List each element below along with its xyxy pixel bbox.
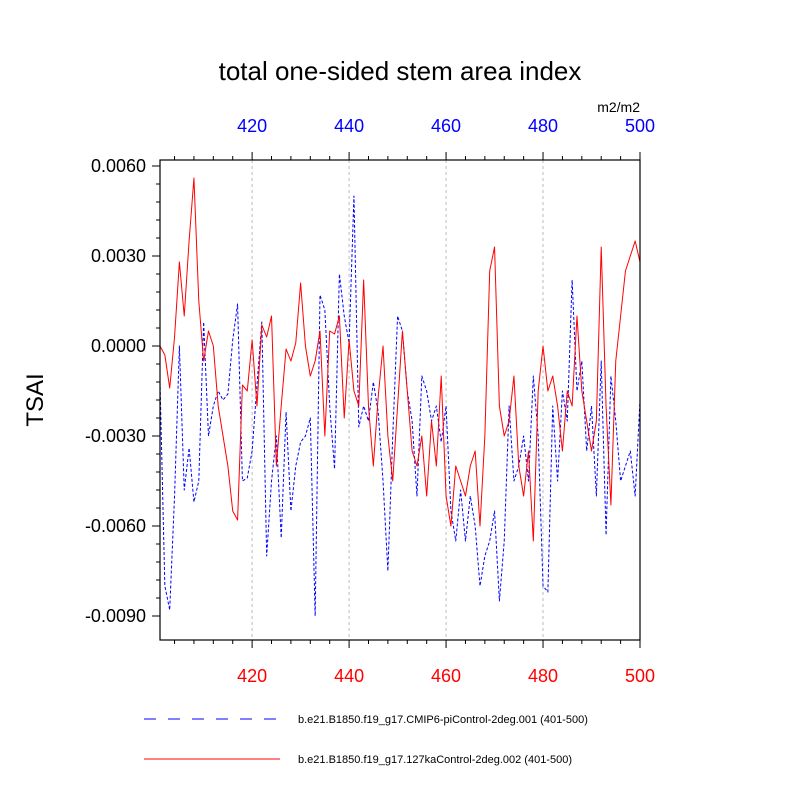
x-top-tick-label: 420 <box>237 116 267 136</box>
y-tick-label: -0.0090 <box>85 606 146 626</box>
y-tick-label: 0.0000 <box>91 336 146 356</box>
x-bottom-tick-label: 420 <box>237 666 267 686</box>
series-group <box>159 177 641 617</box>
x-bottom-tick-label: 480 <box>528 666 558 686</box>
x-bottom-tick-label: 460 <box>431 666 461 686</box>
y-tick-label: 0.0030 <box>91 246 146 266</box>
y-tick-label: 0.0060 <box>91 156 146 176</box>
y-axis-label: TSAI <box>22 373 49 426</box>
x-bottom-tick-label: 440 <box>334 666 364 686</box>
x-top-tick-label: 480 <box>528 116 558 136</box>
series-line-1 <box>159 195 641 617</box>
units-label: m2/m2 <box>597 99 640 115</box>
legend-label-2: b.e21.B1850.f19_g17.127kaControl-2deg.00… <box>298 754 572 766</box>
axis-ticks <box>152 152 641 648</box>
plot-frame <box>159 159 641 641</box>
y-tick-label: -0.0060 <box>85 516 146 536</box>
tick-labels: -0.0090 -0.0060 -0.0030 0.0000 0.0030 0.0060 4… <box>85 116 655 686</box>
series-line-2 <box>159 177 641 542</box>
chart-title: total one-sided stem area index <box>219 56 582 86</box>
grid-lines <box>251 160 544 640</box>
y-tick-label: -0.0030 <box>85 426 146 446</box>
legend: b.e21.B1850.f19_g17.CMIP6-piControl-2deg… <box>144 714 588 766</box>
x-top-tick-label: 500 <box>625 116 655 136</box>
legend-label-1: b.e21.B1850.f19_g17.CMIP6-piControl-2deg… <box>298 714 588 726</box>
x-top-tick-label: 440 <box>334 116 364 136</box>
x-top-tick-label: 460 <box>431 116 461 136</box>
x-bottom-tick-label: 500 <box>625 666 655 686</box>
